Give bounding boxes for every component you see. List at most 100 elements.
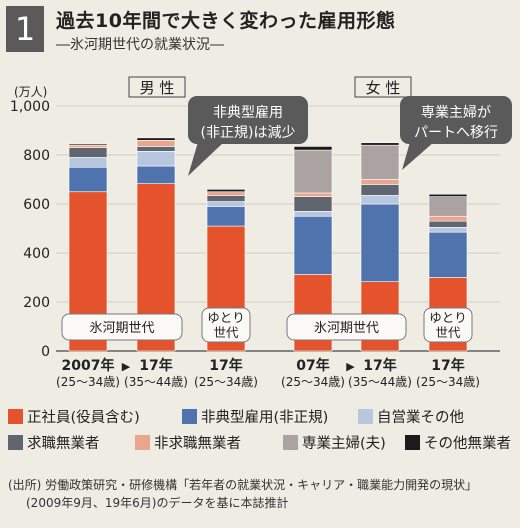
bar-segment: [206, 189, 246, 193]
legend-swatch: [405, 435, 420, 450]
callout-male-box: [188, 96, 308, 144]
generation-tag-box: [61, 313, 183, 341]
bar-segment: [293, 192, 333, 197]
legend-label: 正社員(役員含む): [27, 410, 140, 426]
legend-item: 自営業その他: [358, 406, 464, 427]
legend-item: 専業主婦(夫): [283, 432, 386, 453]
x-tick-sublabel: (25～34歳): [281, 375, 345, 389]
y-unit-label: (万人): [14, 85, 47, 99]
bar-segment: [206, 201, 246, 207]
callout-female-line: パートへ移行: [414, 125, 498, 141]
bar-segment: [428, 193, 468, 197]
panel-label-box: [354, 76, 412, 98]
legend-item: 非求職無業者: [135, 432, 241, 453]
callout-female-box: [400, 96, 512, 144]
arrow-marker: ▶: [346, 360, 355, 373]
bar-segment: [206, 206, 246, 227]
x-tick-label: 17年: [363, 357, 396, 374]
legend-label: 求職無業者: [27, 436, 100, 452]
callout-male-tail: [188, 142, 224, 176]
x-tick-label: 17年: [431, 357, 464, 374]
source-note: (出所) 労働政策研究・研修機構「若年者の就業状況・キャリア・職業能力開発の現状…: [8, 476, 513, 512]
generation-tag: 氷河期世代: [314, 321, 379, 336]
generation-tag-box: [286, 313, 407, 341]
legend-label: 非典型雇用(非正規): [201, 410, 329, 426]
x-tick-sublabel: (25～34歳): [194, 375, 258, 389]
generation-tag-box: [201, 307, 251, 343]
legend-label: 専業主婦(夫): [302, 436, 386, 452]
generation-tag-line-2: 世代: [213, 325, 239, 340]
y-tick-label: 200: [23, 295, 50, 311]
bar-segment: [206, 195, 246, 202]
bar-segment: [68, 143, 108, 146]
panel-label: 男 性: [140, 79, 175, 97]
legend-label: 非求職無業者: [154, 436, 241, 452]
bar-segment: [428, 220, 468, 228]
x-tick-sublabel: (25～34歳): [56, 375, 120, 389]
legend-swatch: [8, 435, 23, 450]
bar-segment: [293, 211, 333, 217]
bar-segment: [428, 231, 468, 278]
y-tick-label: 1,000: [10, 99, 50, 115]
legend-swatch: [182, 409, 197, 424]
source-line-1: (出所) 労働政策研究・研修機構「若年者の就業状況・キャリア・職業能力開発の現状…: [8, 478, 478, 492]
generation-tag-box: [423, 307, 473, 343]
header: 1 過去10年間で大きく変わった雇用形態 ―氷河期世代の就業状況―: [0, 0, 520, 58]
bar-segment: [360, 142, 400, 146]
legend-item: 求職無業者: [8, 432, 100, 453]
bar-segment: [136, 146, 176, 152]
bar-segment: [360, 144, 400, 180]
generation-tag-line-1: ゆとり: [207, 310, 245, 325]
bar-segment: [293, 215, 333, 275]
bar-segment: [360, 184, 400, 196]
legend-item: 正社員(役員含む): [8, 406, 140, 427]
chart-subtitle: ―氷河期世代の就業状況―: [56, 37, 224, 53]
bar-segment: [68, 157, 108, 168]
legend-item: その他無業者: [405, 432, 511, 453]
figure-number: 1: [6, 6, 44, 52]
legend-label: 自営業その他: [377, 410, 464, 426]
bar-segment: [136, 140, 176, 147]
x-tick-sublabel: (25～34歳): [416, 375, 480, 389]
bar-segment: [206, 191, 246, 196]
legend-swatch: [135, 435, 150, 450]
legend-label: その他無業者: [424, 436, 511, 452]
x-tick-label: 17年: [209, 357, 242, 374]
y-tick-label: 0: [41, 344, 50, 360]
callout-male-line: 非典型雇用: [213, 104, 283, 121]
x-tick-label: 17年: [139, 357, 172, 374]
bar-segment: [428, 196, 468, 217]
bar-segment: [428, 226, 468, 233]
bar-segment: [360, 195, 400, 205]
legend-swatch: [8, 409, 23, 424]
callout-male-line: (非正規)は減少: [201, 124, 296, 141]
bar-segment: [136, 165, 176, 184]
legend-swatch: [358, 409, 373, 424]
bar-segment: [68, 166, 108, 193]
bar-segment: [293, 149, 333, 194]
x-tick-sublabel: (35～44歳): [348, 375, 412, 389]
bar-segment: [293, 196, 333, 212]
bar-segment: [293, 146, 333, 151]
generation-tag: 氷河期世代: [89, 321, 154, 336]
chart-title: 過去10年間で大きく変わった雇用形態: [56, 10, 396, 32]
generation-tag-line-1: ゆとり: [429, 310, 467, 325]
x-tick-label: 07年: [296, 357, 329, 374]
source-line-2: (2009年9月、19年6月)のデータを基に本誌推計: [26, 496, 289, 510]
x-tick-sublabel: (35～44歳): [124, 375, 188, 389]
x-tick-label: 2007年: [62, 357, 115, 374]
y-tick-label: 800: [23, 148, 50, 164]
arrow-marker: ▶: [122, 360, 131, 373]
callout-female-line: 専業主婦が: [421, 104, 491, 121]
y-tick-label: 600: [23, 197, 50, 213]
bar-segment: [68, 144, 108, 148]
legend-item: 非典型雇用(非正規): [182, 406, 328, 427]
bar-segment: [360, 179, 400, 185]
generation-tag-line-2: 世代: [435, 325, 461, 340]
bar-segment: [136, 151, 176, 167]
bar-segment: [136, 137, 176, 141]
callout-female-tail: [402, 142, 434, 170]
bar-segment: [360, 203, 400, 282]
panel-label: 女 性: [366, 79, 401, 97]
